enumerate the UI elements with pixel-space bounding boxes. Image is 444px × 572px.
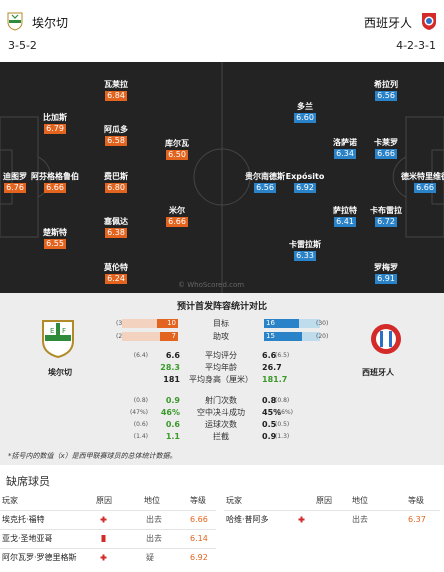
home-player[interactable]: 比加斯 6.79 bbox=[43, 113, 67, 134]
stat-row: (0.6) 0.6 运球次数 0.5 (0.5) bbox=[133, 420, 290, 429]
stats-title: 预计首发阵容统计对比 bbox=[176, 302, 267, 312]
absent-player-rating: 6.66 bbox=[190, 515, 208, 524]
home-player[interactable]: 瓦莱拉 6.84 bbox=[104, 80, 128, 101]
home-player[interactable]: 楚斯特 6.55 bbox=[43, 228, 67, 249]
absent-player-row[interactable]: 亚戈·圣地亚哥 出去 6.14 bbox=[0, 529, 218, 548]
match-header: 埃尔切 西班牙人 3-5-2 4-2-3-1 bbox=[0, 0, 444, 62]
away-player[interactable]: 萨拉特 6.41 bbox=[333, 206, 357, 227]
home-bar-track: 10 bbox=[122, 319, 178, 328]
svg-text:E: E bbox=[50, 327, 54, 335]
pitch-lines bbox=[0, 62, 444, 293]
stat-row: 28.3 平均年龄 26.7 bbox=[160, 363, 282, 372]
away-team-name[interactable]: 西班牙人 bbox=[363, 16, 412, 30]
stat-row: (0.8) 0.9 射门次数 0.8 (0.8) bbox=[133, 396, 290, 405]
away-bar-league-value: (30) bbox=[316, 320, 329, 327]
absent-player-name[interactable]: 埃克托·福特 bbox=[2, 515, 45, 524]
absent-player-status: 出去 bbox=[352, 515, 368, 524]
row-divider bbox=[0, 529, 216, 530]
stat-row: 181 平均身高（厘米） 181.7 bbox=[163, 375, 288, 384]
away-bar-fill bbox=[264, 332, 302, 341]
away-player[interactable]: 罗梅罗 6.91 bbox=[374, 263, 398, 284]
stat-row: (47%) 46% 空中决斗成功 45% (46%) bbox=[129, 408, 294, 417]
injury-cross-icon bbox=[100, 516, 107, 523]
away-player[interactable]: 贵尔南德斯 6.56 bbox=[245, 172, 285, 193]
absent-player-row[interactable]: 埃克托·福特 出去 6.66 bbox=[0, 510, 218, 529]
home-player[interactable]: 库尔瓦 6.50 bbox=[165, 139, 189, 160]
absent-player-status: 出去 bbox=[146, 534, 162, 543]
absent-table-header: 玩家 原因 地位 等级 玩家 原因 地位 等级 bbox=[2, 496, 424, 505]
pitch: 瓦莱拉 6.84 比加斯 6.79 阿瓜多 6.58 库尔瓦 6.50 迪图罗 6.76 … bbox=[0, 62, 444, 293]
away-bar-value: 16 bbox=[266, 319, 275, 327]
home-bar-fill bbox=[160, 332, 178, 341]
svg-text:F: F bbox=[62, 327, 66, 335]
away-player[interactable]: 多兰 6.60 bbox=[294, 102, 316, 123]
row-divider bbox=[0, 510, 216, 511]
injury-cross-icon bbox=[100, 554, 107, 561]
elche-crest-icon: E F bbox=[42, 320, 74, 359]
away-player[interactable]: 希拉列 6.56 bbox=[374, 80, 398, 101]
red-card-icon bbox=[101, 535, 106, 542]
absent-player-status: 疑 bbox=[146, 553, 154, 562]
row-divider bbox=[224, 510, 440, 511]
away-player[interactable]: Expósito 6.92 bbox=[285, 172, 325, 193]
home-bar-value: 10 bbox=[167, 319, 176, 327]
home-player[interactable]: 塞佩达 6.38 bbox=[104, 217, 128, 238]
home-player[interactable]: 阿芬格格鲁伯 6.66 bbox=[31, 172, 79, 193]
home-bar-fill bbox=[157, 319, 178, 328]
home-player[interactable]: 米尔 6.66 bbox=[166, 206, 188, 227]
absent-players: 缺席球员 玩家 原因 地位 等级 玩家 原因 地位 等级 埃克托·福特 出去 6.6… bbox=[0, 465, 444, 572]
absent-player-name[interactable]: 亚戈·圣地亚哥 bbox=[2, 534, 53, 543]
injury-cross-icon bbox=[298, 516, 305, 523]
home-bar-value: 7 bbox=[171, 332, 176, 340]
home-player[interactable]: 阿瓜多 6.58 bbox=[104, 125, 128, 146]
home-bar-track: 7 bbox=[122, 332, 178, 341]
home-formation: 3-5-2 bbox=[8, 39, 37, 52]
home-player[interactable]: 费巴斯 6.80 bbox=[104, 172, 128, 193]
home-team-label: 埃尔切 bbox=[48, 368, 72, 377]
absent-player-rating: 6.14 bbox=[190, 534, 208, 543]
espanyol-crest-icon bbox=[422, 13, 436, 30]
absent-player-row[interactable]: 阿尔瓦罗·罗德里格斯 疑 6.92 bbox=[0, 548, 218, 567]
stat-row: (6.4) 6.6 平均评分 6.6 (6.5) bbox=[133, 351, 290, 360]
home-player[interactable]: 莫伦特 6.24 bbox=[104, 263, 128, 284]
home-team-name[interactable]: 埃尔切 bbox=[32, 16, 69, 30]
away-player[interactable]: 卡莱罗 6.66 bbox=[374, 138, 398, 159]
away-player[interactable]: 洛萨诺 6.34 bbox=[333, 138, 357, 159]
away-bar-value: 15 bbox=[266, 332, 275, 340]
away-player[interactable]: 卡雷拉斯 6.33 bbox=[289, 240, 321, 261]
stat-bar-label: 助攻 bbox=[213, 332, 229, 341]
absent-player-row[interactable]: 哈维·普阿多 出去 6.37 bbox=[224, 510, 442, 529]
elche-crest-icon bbox=[7, 12, 23, 31]
lineup-stats-panel: 预计首发阵容统计对比 E F 埃尔切 西班牙人 (36)10目标16(30)(2… bbox=[0, 293, 444, 465]
row-divider bbox=[0, 548, 216, 549]
absent-player-name[interactable]: 阿尔瓦罗·罗德里格斯 bbox=[2, 553, 77, 562]
home-player[interactable]: 迪图罗 6.76 bbox=[3, 172, 27, 193]
absent-title: 缺席球员 bbox=[6, 475, 50, 488]
away-player[interactable]: 卡布雷拉 6.72 bbox=[370, 206, 402, 227]
away-player[interactable]: 德米特里维德6.66 bbox=[401, 172, 444, 193]
watermark: © WhoScored.com bbox=[178, 281, 245, 289]
stat-bar-label: 目标 bbox=[213, 319, 229, 328]
absent-player-status: 出去 bbox=[146, 515, 162, 524]
absent-player-rating: 6.37 bbox=[408, 515, 426, 524]
espanyol-crest-icon bbox=[371, 324, 401, 354]
away-team-label: 西班牙人 bbox=[362, 368, 394, 377]
stats-footnote: *括号内的数值（x）是西甲联赛球员的总体统计数据。 bbox=[8, 452, 177, 460]
absent-player-name[interactable]: 哈维·普阿多 bbox=[226, 515, 269, 524]
away-bar-track: 15 bbox=[264, 332, 320, 341]
away-bar-league-value: (20) bbox=[316, 333, 329, 340]
absent-player-rating: 6.92 bbox=[190, 553, 208, 562]
away-bar-fill bbox=[264, 319, 299, 328]
away-formation: 4-2-3-1 bbox=[396, 39, 436, 52]
stat-row: (1.4) 1.1 拦截 0.9 (1.3) bbox=[133, 432, 290, 441]
away-bar-track: 16 bbox=[264, 319, 320, 328]
